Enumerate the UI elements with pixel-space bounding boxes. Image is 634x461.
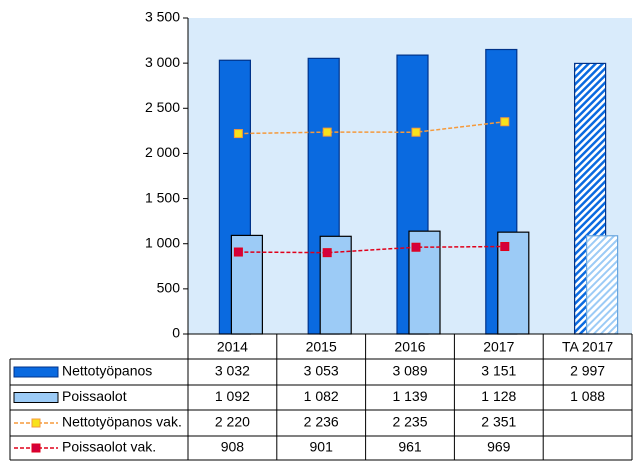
table-value: 2 220: [215, 414, 250, 430]
marker: [233, 247, 243, 257]
table-value: 961: [398, 439, 422, 455]
table-value: 2 351: [481, 414, 516, 430]
y-tick-label: 1 500: [145, 189, 180, 205]
table-value: 1 088: [570, 388, 605, 404]
table-value: 3 032: [215, 363, 250, 379]
marker: [500, 242, 510, 252]
marker: [322, 248, 332, 258]
table-value: 908: [221, 439, 245, 455]
legend-label: Nettotyöpanos vak.: [62, 414, 182, 430]
y-tick-label: 1 000: [145, 234, 180, 250]
legend-label: Nettotyöpanos: [62, 363, 152, 379]
table-value: 1 128: [481, 388, 516, 404]
x-tick-label: 2015: [306, 339, 337, 355]
table-value: 2 235: [392, 414, 427, 430]
table-value: 1 139: [392, 388, 427, 404]
table-value: 2 236: [304, 414, 339, 430]
y-tick-label: 0: [172, 325, 180, 341]
line: [238, 120, 505, 135]
legend-label: Poissaolot: [62, 388, 127, 404]
marker: [411, 127, 421, 137]
table-value: 1 082: [304, 388, 339, 404]
y-tick-label: 2 500: [145, 99, 180, 115]
x-tick-label: 2016: [394, 339, 425, 355]
legend-marker: [31, 418, 41, 428]
x-tick-label: TA 2017: [562, 339, 613, 355]
y-tick-label: 500: [157, 280, 181, 296]
y-tick-label: 3 500: [145, 9, 180, 25]
table-value: 901: [310, 439, 334, 455]
bar: [585, 235, 619, 335]
legend-swatch: [13, 366, 59, 378]
table-value: 3 151: [481, 363, 516, 379]
legend-label: Poissaolot vak.: [62, 439, 156, 455]
y-tick-label: 2 000: [145, 144, 180, 160]
legend-swatch: [13, 392, 59, 403]
marker: [322, 127, 332, 137]
x-tick-label: 2017: [483, 339, 514, 355]
table-value: 969: [487, 439, 511, 455]
table-value: 2 997: [570, 363, 605, 379]
table-value: 3 053: [304, 363, 339, 379]
marker: [411, 242, 421, 252]
marker: [500, 117, 510, 127]
marker: [233, 129, 243, 139]
table-value: 3 089: [392, 363, 427, 379]
table-value: 1 092: [215, 388, 250, 404]
y-tick-label: 3 000: [145, 54, 180, 70]
legend-marker: [31, 443, 41, 453]
line: [238, 245, 505, 254]
x-tick-label: 2014: [217, 339, 248, 355]
